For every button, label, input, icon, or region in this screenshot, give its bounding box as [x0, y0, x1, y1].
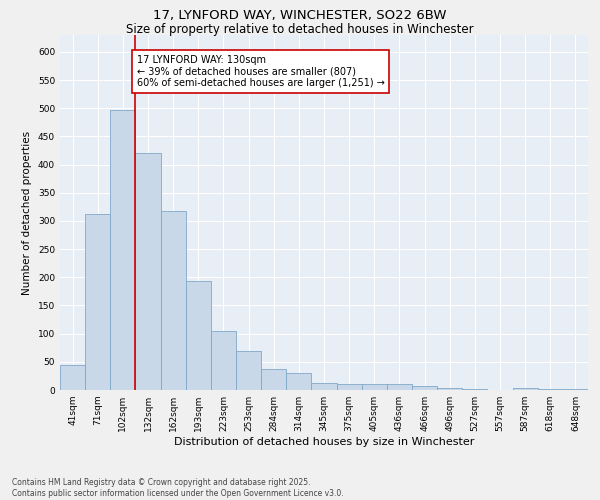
Bar	[437, 388, 462, 390]
Text: Contains HM Land Registry data © Crown copyright and database right 2025.
Contai: Contains HM Land Registry data © Crown c…	[12, 478, 344, 498]
Text: Size of property relative to detached houses in Winchester: Size of property relative to detached ho…	[126, 22, 474, 36]
Bar	[161, 211, 186, 390]
Bar	[186, 281, 211, 390]
Bar	[110, 110, 136, 390]
Bar	[261, 369, 286, 390]
Bar	[512, 388, 538, 390]
X-axis label: Distribution of detached houses by size in Winchester: Distribution of detached houses by size …	[174, 437, 474, 447]
Bar	[362, 384, 387, 390]
Text: 17 LYNFORD WAY: 130sqm
← 39% of detached houses are smaller (807)
60% of semi-de: 17 LYNFORD WAY: 130sqm ← 39% of detached…	[137, 54, 385, 88]
Bar	[236, 350, 261, 390]
Y-axis label: Number of detached properties: Number of detached properties	[22, 130, 32, 294]
Bar	[337, 384, 362, 390]
Bar	[311, 383, 337, 390]
Bar	[85, 214, 110, 390]
Bar	[211, 331, 236, 390]
Bar	[412, 386, 437, 390]
Text: 17, LYNFORD WAY, WINCHESTER, SO22 6BW: 17, LYNFORD WAY, WINCHESTER, SO22 6BW	[153, 9, 447, 22]
Bar	[136, 154, 161, 390]
Bar	[563, 389, 588, 390]
Bar	[60, 364, 85, 390]
Bar	[286, 373, 311, 390]
Bar	[387, 384, 412, 390]
